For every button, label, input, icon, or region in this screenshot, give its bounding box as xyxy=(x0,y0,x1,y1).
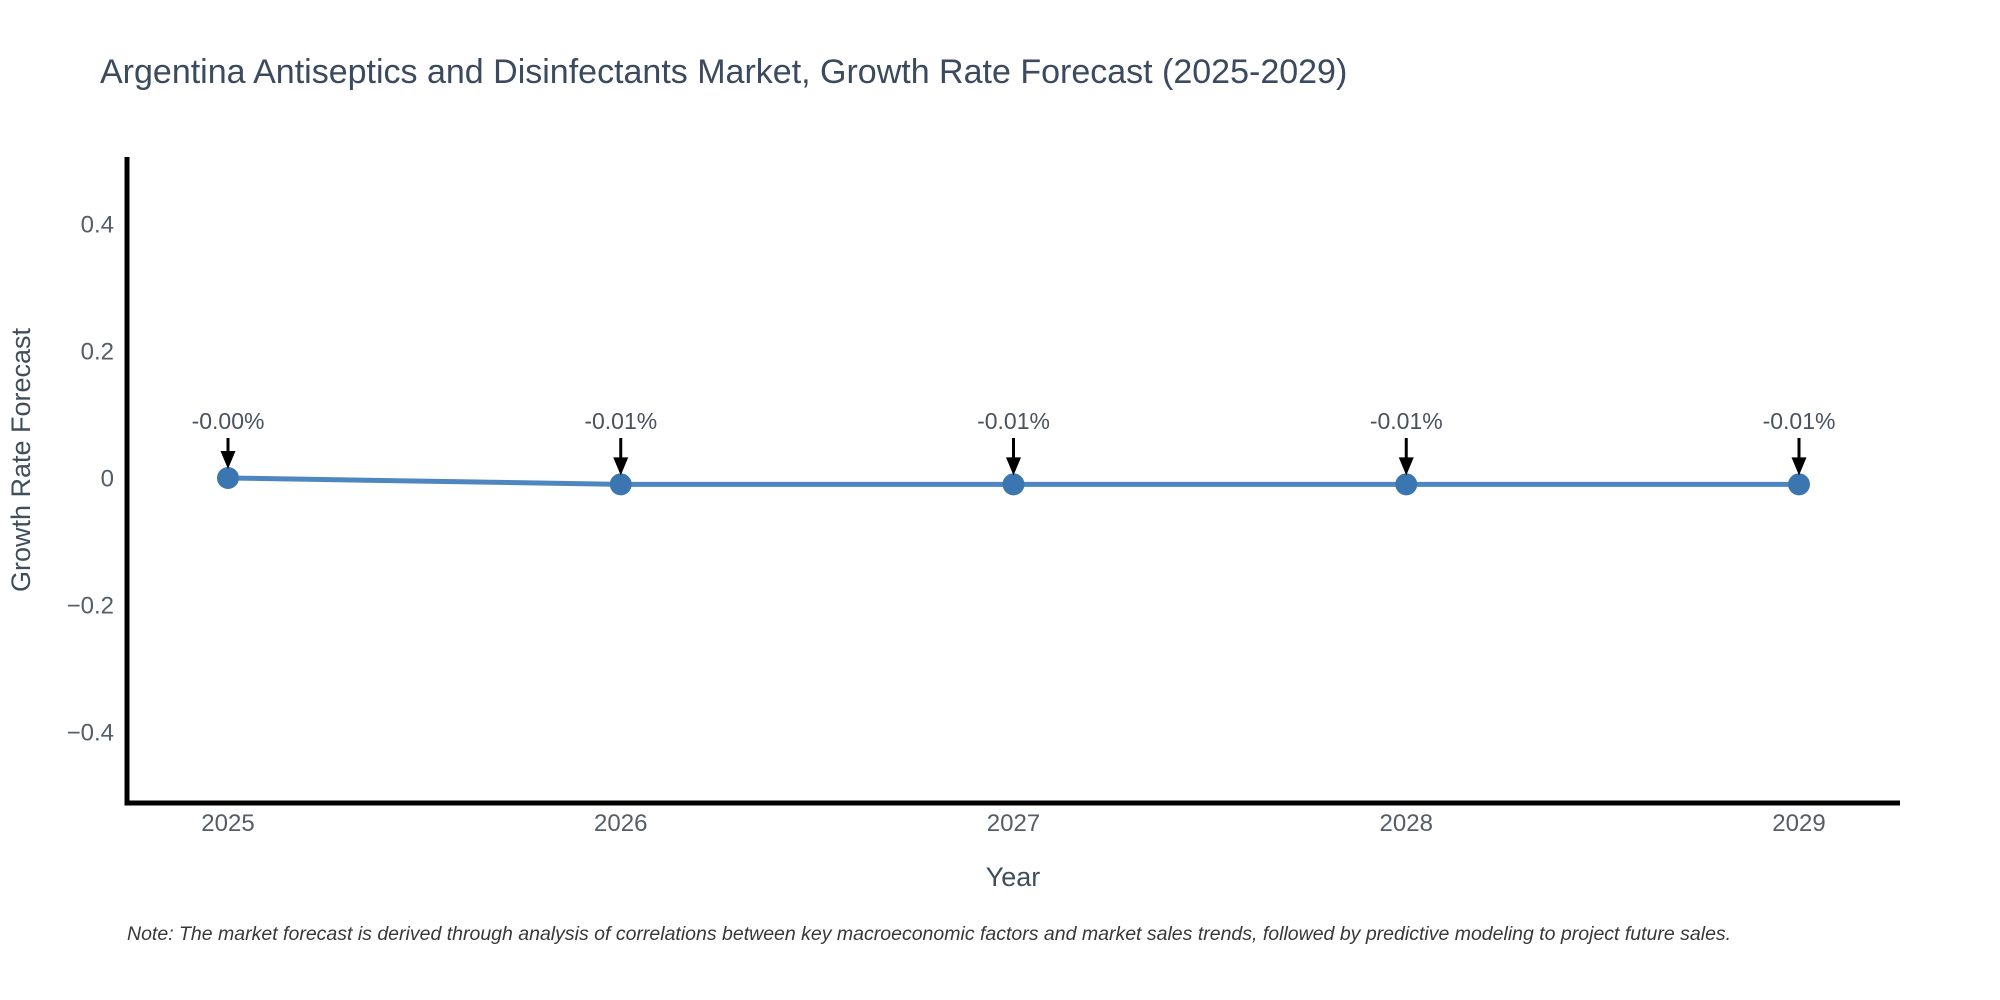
annotation-label-2025: -0.00% xyxy=(192,408,265,434)
x-tick-label: 2029 xyxy=(1772,810,1825,837)
y-tick-label: 0 xyxy=(101,465,114,492)
x-axis-title: Year xyxy=(986,862,1041,892)
annotation-arrowhead xyxy=(1791,457,1807,476)
y-tick-label: −0.2 xyxy=(67,592,114,619)
annotation-label-2027: -0.01% xyxy=(977,408,1050,434)
chart-title: Argentina Antiseptics and Disinfectants … xyxy=(100,53,1347,91)
data-point-2027 xyxy=(1002,473,1025,496)
annotation-arrowhead xyxy=(613,457,629,476)
annotation-label-2028: -0.01% xyxy=(1370,408,1443,434)
x-tick-label: 2027 xyxy=(987,810,1040,837)
y-axis-title: Growth Rate Forecast xyxy=(6,327,36,592)
annotation-arrowhead xyxy=(1006,457,1021,476)
data-point-2029 xyxy=(1788,473,1810,496)
y-tick-label: 0.4 xyxy=(81,211,114,238)
data-point-2026 xyxy=(609,473,632,496)
annotations-layer: -0.00% -0.01% -0.01% -0.01% -0.01% xyxy=(192,408,1836,476)
annotation-arrowhead xyxy=(1398,457,1414,476)
x-tick-label: 2026 xyxy=(594,810,647,837)
tick-labels-layer: 0.4 0.2 0 −0.2 −0.4 2025 2026 2027 2028 2029 xyxy=(67,211,1826,837)
annotation-arrowhead xyxy=(220,451,236,469)
footnote: Note: The market forecast is derived thr… xyxy=(127,923,1731,945)
x-tick-label: 2028 xyxy=(1380,810,1433,837)
data-point-2025 xyxy=(217,467,239,489)
x-tick-label: 2025 xyxy=(201,810,254,837)
data-point-2028 xyxy=(1395,473,1418,496)
line-series-layer xyxy=(217,467,1810,496)
annotation-label-2026: -0.01% xyxy=(584,408,657,434)
annotation-label-2029: -0.01% xyxy=(1763,408,1836,434)
y-tick-label: 0.2 xyxy=(81,338,114,365)
y-tick-label: −0.4 xyxy=(67,719,114,746)
